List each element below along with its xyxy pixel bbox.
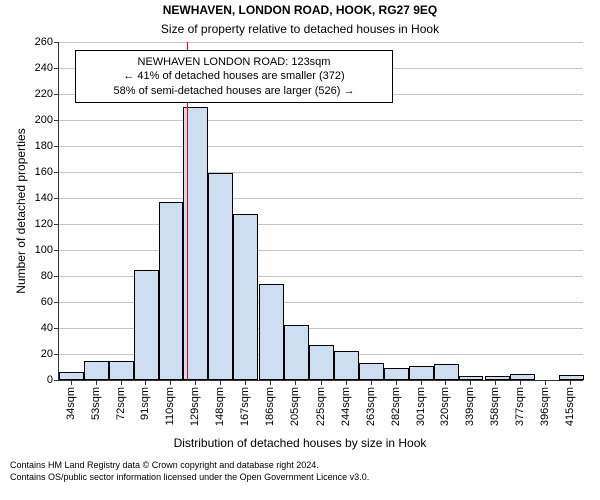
- annotation-line2: ← 41% of detached houses are smaller (37…: [84, 69, 384, 83]
- y-tick-label: 260: [35, 36, 59, 48]
- x-tick-label: 53sqm: [90, 387, 102, 420]
- x-tick-mark: [145, 380, 146, 385]
- histogram-bar: [284, 325, 309, 380]
- y-tick-label: 160: [35, 166, 59, 178]
- x-tick-mark: [346, 380, 347, 385]
- footer-attribution: Contains HM Land Registry data © Crown c…: [0, 460, 600, 483]
- gridline: [59, 120, 583, 121]
- gridline: [59, 146, 583, 147]
- annotation-box: NEWHAVEN LONDON ROAD: 123sqm ← 41% of de…: [75, 50, 393, 103]
- annotation-line3: 58% of semi-detached houses are larger (…: [84, 84, 384, 98]
- x-tick-label: 358sqm: [489, 387, 501, 426]
- histogram-bar: [434, 364, 459, 380]
- y-tick-label: 220: [35, 88, 59, 100]
- x-tick-label: 244sqm: [340, 387, 352, 426]
- histogram-bar: [485, 376, 510, 380]
- x-tick-mark: [321, 380, 322, 385]
- x-tick-mark: [195, 380, 196, 385]
- chart-title-line2: Size of property relative to detached ho…: [0, 22, 600, 36]
- chart-container: NEWHAVEN, LONDON ROAD, HOOK, RG27 9EQ Si…: [0, 0, 600, 500]
- gridline: [59, 172, 583, 173]
- x-tick-label: 301sqm: [415, 387, 427, 426]
- histogram-bar: [559, 375, 584, 380]
- x-tick-mark: [570, 380, 571, 385]
- x-tick-mark: [520, 380, 521, 385]
- x-tick-mark: [421, 380, 422, 385]
- x-tick-label: 167sqm: [239, 387, 251, 426]
- x-tick-label: 320sqm: [439, 387, 451, 426]
- x-tick-label: 186sqm: [264, 387, 276, 426]
- x-tick-label: 34sqm: [65, 387, 77, 420]
- x-tick-label: 282sqm: [390, 387, 402, 426]
- y-tick-label: 100: [35, 244, 59, 256]
- footer-line1: Contains HM Land Registry data © Crown c…: [10, 460, 600, 472]
- x-tick-mark: [170, 380, 171, 385]
- x-tick-mark: [396, 380, 397, 385]
- x-tick-label: 72sqm: [115, 387, 127, 420]
- x-tick-label: 377sqm: [514, 387, 526, 426]
- x-tick-mark: [71, 380, 72, 385]
- footer-line2: Contains OS/public sector information li…: [10, 472, 600, 484]
- histogram-bar: [259, 284, 284, 380]
- histogram-bar: [109, 361, 134, 381]
- x-tick-mark: [545, 380, 546, 385]
- y-tick-label: 120: [35, 218, 59, 230]
- x-tick-label: 205sqm: [289, 387, 301, 426]
- y-tick-label: 0: [47, 374, 59, 386]
- y-tick-label: 60: [41, 296, 59, 308]
- y-tick-label: 240: [35, 62, 59, 74]
- histogram-bar: [359, 363, 384, 380]
- histogram-bar: [84, 361, 109, 381]
- x-tick-mark: [470, 380, 471, 385]
- x-tick-label: 339sqm: [464, 387, 476, 426]
- gridline: [59, 250, 583, 251]
- x-tick-mark: [270, 380, 271, 385]
- y-tick-label: 140: [35, 192, 59, 204]
- y-tick-label: 40: [41, 322, 59, 334]
- histogram-bar: [208, 173, 233, 380]
- x-tick-label: 396sqm: [539, 387, 551, 426]
- histogram-bar: [334, 351, 359, 380]
- y-tick-label: 80: [41, 270, 59, 282]
- x-tick-mark: [295, 380, 296, 385]
- y-axis-label: Number of detached properties: [14, 128, 28, 293]
- annotation-line1: NEWHAVEN LONDON ROAD: 123sqm: [84, 55, 384, 69]
- histogram-bar: [59, 372, 84, 380]
- chart-title-line1: NEWHAVEN, LONDON ROAD, HOOK, RG27 9EQ: [0, 3, 600, 17]
- histogram-bar: [309, 345, 334, 380]
- histogram-bar: [233, 214, 258, 380]
- gridline: [59, 198, 583, 199]
- x-axis-label: Distribution of detached houses by size …: [0, 436, 600, 450]
- x-tick-label: 225sqm: [315, 387, 327, 426]
- x-tick-label: 148sqm: [214, 387, 226, 426]
- histogram-bar: [409, 366, 434, 380]
- x-tick-label: 263sqm: [365, 387, 377, 426]
- y-tick-label: 200: [35, 114, 59, 126]
- x-tick-mark: [371, 380, 372, 385]
- histogram-bar: [384, 368, 409, 380]
- x-tick-label: 129sqm: [189, 387, 201, 426]
- x-tick-mark: [495, 380, 496, 385]
- x-tick-mark: [245, 380, 246, 385]
- x-tick-mark: [220, 380, 221, 385]
- x-tick-mark: [121, 380, 122, 385]
- histogram-bar: [510, 374, 535, 381]
- y-tick-label: 20: [41, 348, 59, 360]
- histogram-bar: [159, 202, 184, 380]
- gridline: [59, 42, 583, 43]
- x-tick-label: 415sqm: [564, 387, 576, 426]
- x-tick-label: 110sqm: [164, 387, 176, 425]
- gridline: [59, 224, 583, 225]
- x-tick-mark: [445, 380, 446, 385]
- y-tick-label: 180: [35, 140, 59, 152]
- x-tick-mark: [96, 380, 97, 385]
- histogram-bar: [134, 270, 159, 381]
- x-tick-label: 91sqm: [139, 387, 151, 420]
